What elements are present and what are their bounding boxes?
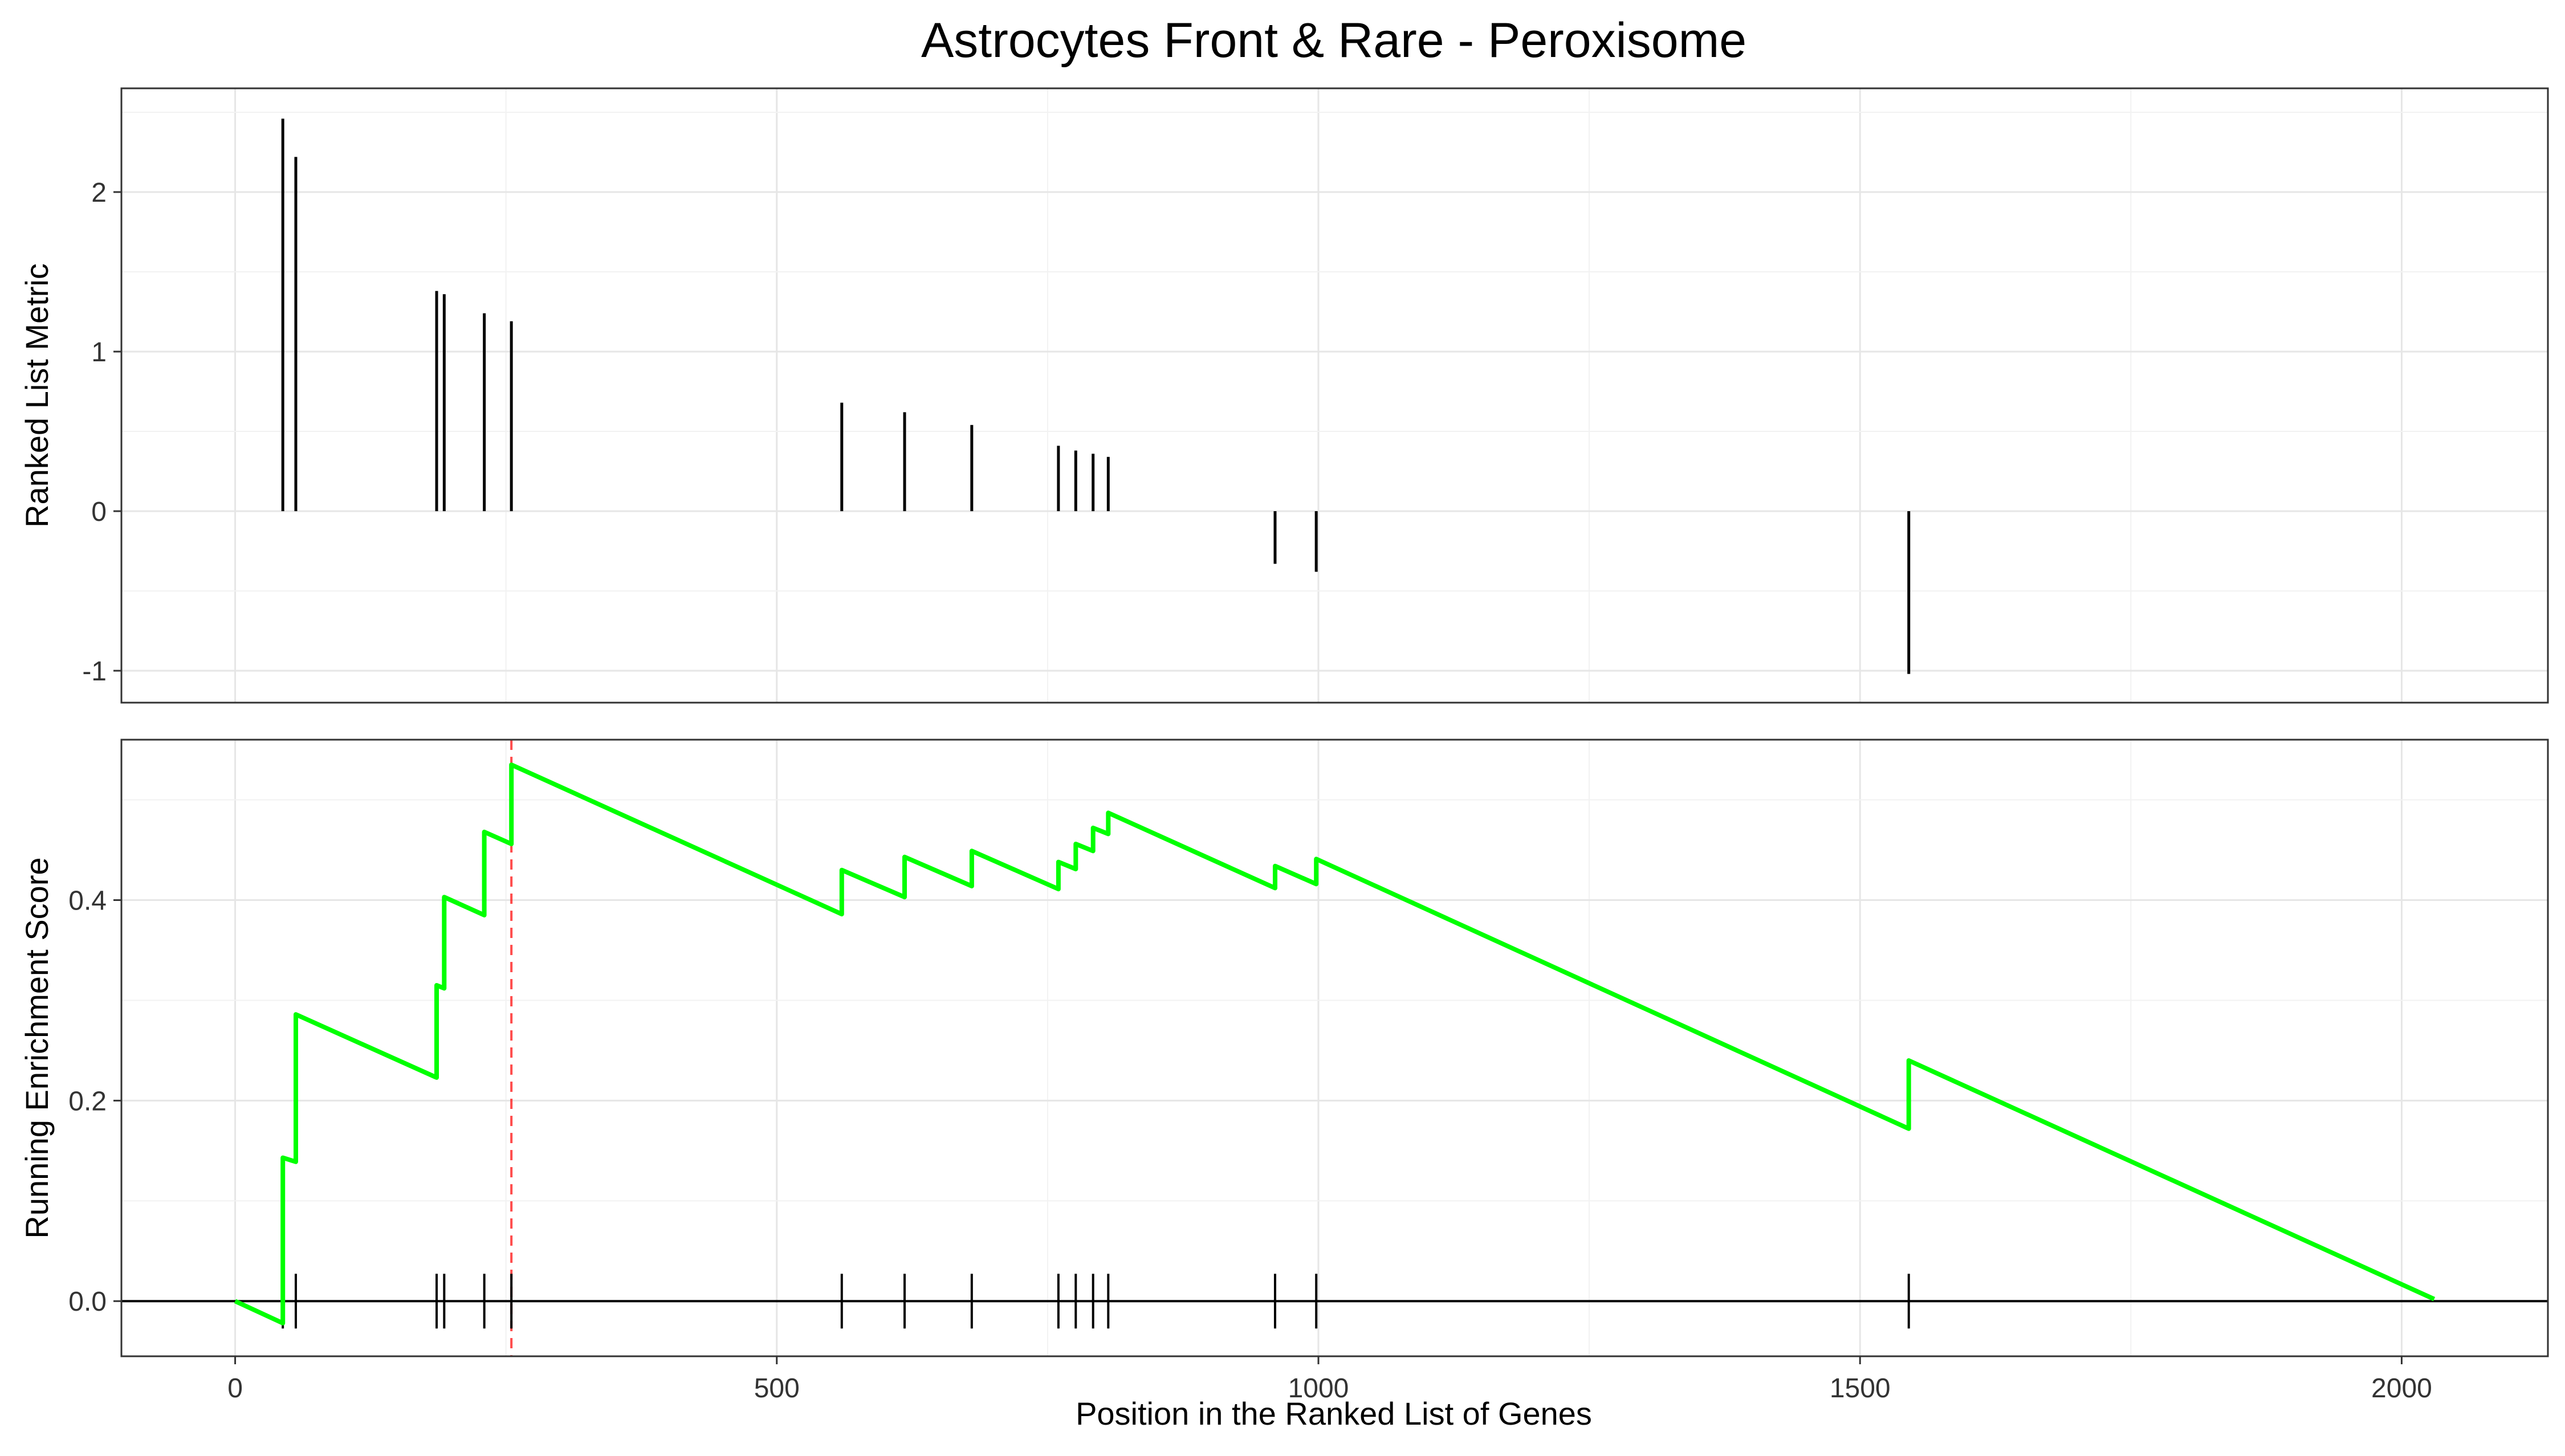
x-tick-label: 500 — [754, 1373, 800, 1404]
y-tick-label: 0 — [91, 497, 107, 527]
bottom-panel-y-axis: 0.0 0.2 0.4 — [68, 886, 121, 1317]
running-score-line — [234, 762, 2436, 1326]
top-panel-background — [121, 88, 2548, 703]
y-tick-label: 2 — [91, 178, 107, 208]
x-tick-label: 0 — [227, 1373, 243, 1404]
y-tick-label: 0.2 — [68, 1086, 107, 1116]
ranked-metric-bars — [281, 119, 1911, 674]
gene-hit-ticks — [282, 1274, 1910, 1329]
x-tick-label: 2000 — [2371, 1373, 2432, 1404]
bottom-panel-background — [121, 740, 2548, 1356]
x-axis: 0 500 1000 1500 2000 — [227, 1356, 2432, 1404]
y-tick-label: -1 — [82, 656, 107, 687]
running-score-series — [234, 762, 2436, 1326]
ranked-metric-panel: -1 0 1 2 Ranked List Metric — [19, 87, 2549, 704]
top-panel-y-axis: -1 0 1 2 — [82, 178, 121, 687]
x-tick-label: 1000 — [1288, 1373, 1349, 1404]
bottom-panel-border — [120, 739, 2549, 1357]
y-tick-label: 1 — [91, 337, 107, 368]
y-tick-label: 0.4 — [68, 886, 107, 916]
top-panel-grid — [121, 88, 2548, 703]
x-axis-label: Position in the Ranked List of Genes — [1076, 1396, 1592, 1431]
top-panel-y-label: Ranked List Metric — [19, 263, 55, 528]
x-tick-label: 1500 — [1830, 1373, 1891, 1404]
top-panel-border — [120, 87, 2549, 704]
bottom-panel-y-label: Running Enrichment Score — [19, 857, 55, 1238]
running-score-panel: 0.0 0.2 0.4 Running Enrichment Score — [19, 739, 2549, 1357]
y-tick-label: 0.0 — [68, 1287, 107, 1317]
chart-title: Astrocytes Front & Rare - Peroxisome — [921, 13, 1746, 68]
